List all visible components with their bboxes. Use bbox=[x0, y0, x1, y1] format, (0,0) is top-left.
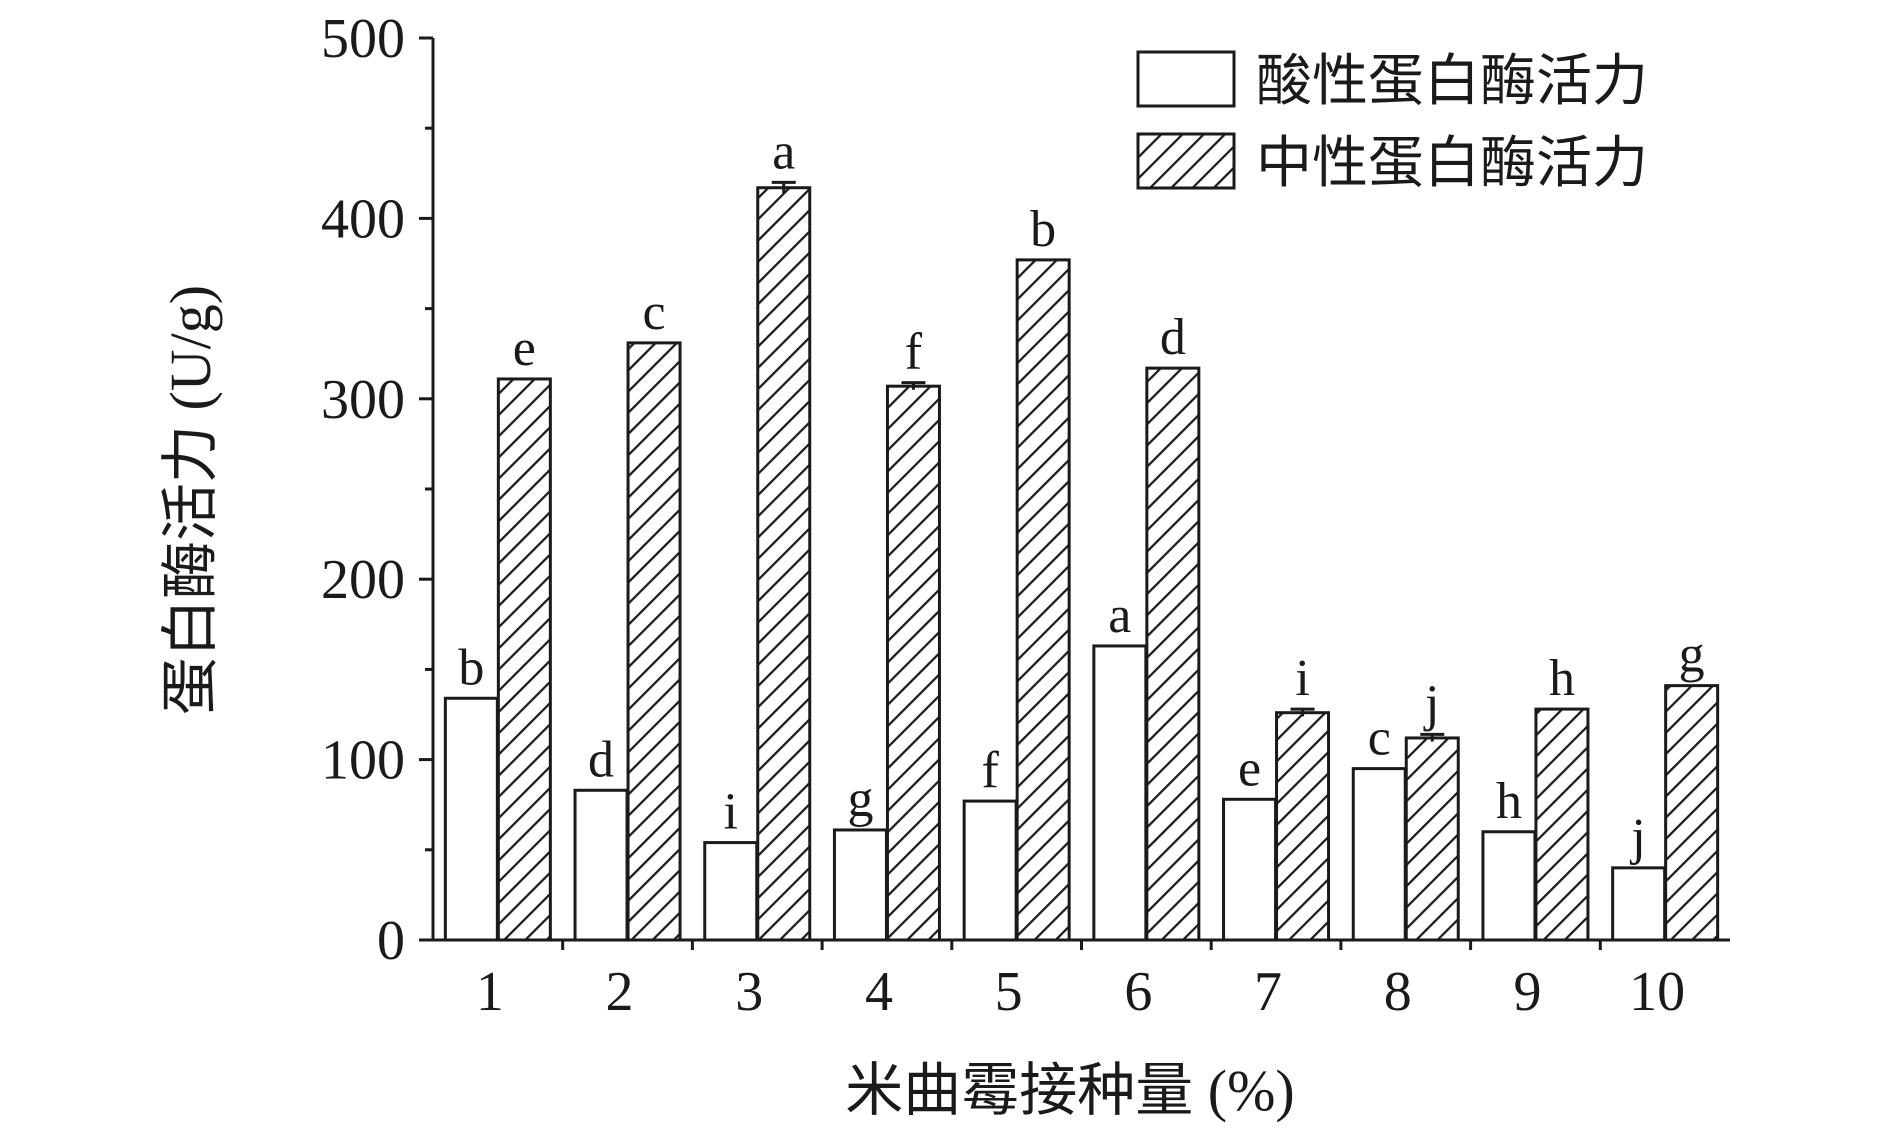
significance-letter: f bbox=[905, 324, 923, 381]
bar-neutral bbox=[1534, 707, 1590, 942]
y-tick-label: 0 bbox=[377, 910, 405, 972]
significance-letter: a bbox=[1108, 587, 1131, 644]
y-tick-label: 200 bbox=[321, 549, 405, 611]
bar-acid bbox=[573, 788, 629, 942]
bar-acid bbox=[1222, 797, 1278, 942]
x-tick-label: 5 bbox=[995, 961, 1023, 1023]
legend-label: 酸性蛋白酶活力 bbox=[1256, 51, 1648, 113]
significance-letter: c bbox=[643, 284, 666, 341]
significance-letter: i bbox=[1295, 650, 1309, 707]
x-tick-label: 2 bbox=[606, 961, 634, 1023]
significance-letter: b bbox=[458, 639, 484, 696]
bar-acid bbox=[1092, 644, 1148, 942]
x-axis-title: 米曲霉接种量 (%) bbox=[845, 1058, 1294, 1123]
significance-letter: f bbox=[981, 742, 999, 799]
significance-letter: e bbox=[1238, 740, 1261, 797]
bar-acid bbox=[832, 828, 888, 942]
significance-letter: h bbox=[1549, 650, 1575, 707]
bar-neutral bbox=[1275, 711, 1331, 942]
x-tick-label: 9 bbox=[1513, 961, 1541, 1023]
bar-acid bbox=[443, 696, 499, 942]
y-tick-label: 500 bbox=[321, 8, 405, 70]
legend-swatch bbox=[1136, 50, 1236, 108]
bar-neutral bbox=[1404, 736, 1460, 942]
bar-acid bbox=[703, 841, 759, 942]
significance-letter: c bbox=[1368, 710, 1391, 767]
bar-neutral bbox=[496, 377, 552, 942]
x-tick-label: 10 bbox=[1629, 961, 1685, 1023]
significance-letter: a bbox=[772, 123, 795, 180]
x-tick-label: 1 bbox=[476, 961, 504, 1023]
bar-neutral bbox=[626, 341, 682, 942]
bar-neutral bbox=[756, 186, 812, 942]
y-tick-label: 100 bbox=[321, 730, 405, 792]
legend-swatch bbox=[1136, 132, 1236, 190]
bar-acid bbox=[1481, 830, 1537, 942]
significance-letter: g bbox=[847, 771, 873, 828]
significance-letter: g bbox=[1679, 627, 1705, 684]
bar-acid bbox=[962, 799, 1018, 942]
legend-label: 中性蛋白酶活力 bbox=[1256, 133, 1648, 195]
bar-neutral bbox=[885, 384, 941, 942]
significance-letter: d bbox=[588, 731, 614, 788]
bar-neutral bbox=[1145, 366, 1201, 942]
significance-letter: j bbox=[1423, 675, 1439, 732]
significance-letter: b bbox=[1030, 201, 1056, 258]
bar-neutral bbox=[1015, 258, 1071, 942]
x-tick-label: 3 bbox=[735, 961, 763, 1023]
x-tick-label: 4 bbox=[865, 961, 893, 1023]
significance-letter: j bbox=[1629, 809, 1645, 866]
significance-letter: d bbox=[1160, 309, 1186, 366]
significance-letter: h bbox=[1496, 773, 1522, 830]
significance-letter: e bbox=[513, 320, 536, 377]
significance-letter: i bbox=[724, 784, 738, 841]
bar-acid bbox=[1611, 866, 1667, 942]
y-tick-label: 400 bbox=[321, 188, 405, 250]
y-tick-label: 300 bbox=[321, 369, 405, 431]
y-axis-title: 蛋白酶活力 (U/g) bbox=[158, 285, 223, 715]
plot-area: 01002003004005001be2dc3ia4gf5fb6ad7ei8cj… bbox=[321, 8, 1730, 1023]
x-tick-label: 6 bbox=[1124, 961, 1152, 1023]
x-tick-label: 7 bbox=[1254, 961, 1282, 1023]
x-tick-label: 8 bbox=[1384, 961, 1412, 1023]
bar-acid bbox=[1351, 767, 1407, 942]
bar-neutral bbox=[1664, 684, 1720, 942]
